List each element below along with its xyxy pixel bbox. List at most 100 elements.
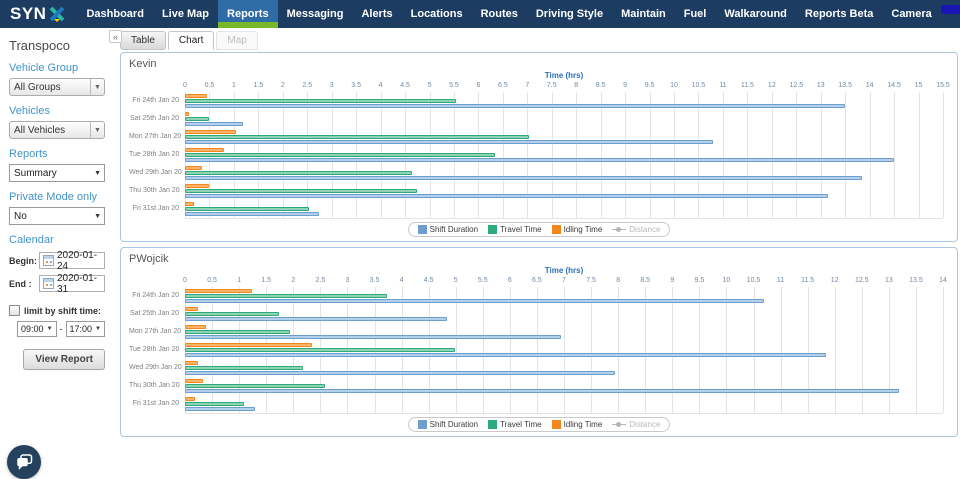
nav-item-walkaround[interactable]: Walkaround — [724, 8, 787, 20]
view-report-row: View Report — [9, 349, 105, 370]
chart-row: Wed 29th Jan 20 — [129, 164, 943, 182]
chevron-down-icon: ▼ — [94, 169, 101, 177]
legend-item-shift-duration[interactable]: Shift Duration — [417, 420, 479, 429]
legend-label: Idling Time — [563, 225, 603, 234]
x-tick-label: 9 — [623, 82, 628, 89]
shift-limit-checkbox[interactable] — [9, 305, 20, 316]
main-content: « Table Chart Map Kevin Time (hrs) 0 0.5 1 1.… — [109, 28, 960, 474]
legend-row: Shift Duration Travel Time Idling Time Dist… — [129, 222, 949, 237]
legend-swatch — [551, 225, 561, 234]
sidebar: Transpoco Vehicle Group All Groups ▼ Veh… — [0, 28, 112, 474]
vehicles-select[interactable]: All Vehicles ▼ — [9, 121, 105, 139]
bar-shift-duration — [185, 353, 826, 357]
legend-item-distance[interactable]: Distance — [612, 420, 660, 429]
legend-item-shift-duration[interactable]: Shift Duration — [417, 225, 478, 234]
nav-right — [940, 0, 960, 28]
bar-idling-time — [185, 184, 209, 188]
legend-item-distance[interactable]: Distance — [612, 225, 660, 234]
reports-select[interactable]: Summary ▼ — [9, 164, 105, 182]
x-tick-label: 0 — [183, 82, 187, 89]
bar-idling-time — [185, 130, 236, 134]
private-mode-select[interactable]: No ▼ — [9, 207, 105, 225]
bar-shift-duration — [185, 122, 244, 126]
x-axis: 0 0.5 1 1.5 2 2.5 3 3.5 4 4.5 5 5.5 6 6.5 7 7.5 8 8.5 9 9.5… — [183, 277, 947, 286]
legend-item-travel-time[interactable]: Travel Time — [488, 225, 542, 234]
bar-idling-time — [185, 289, 252, 293]
x-tick-label: 13 — [884, 277, 893, 284]
calendar-icon — [43, 255, 54, 266]
row-label: Fri 31st Jan 20 — [132, 400, 179, 407]
bar-idling-time — [185, 112, 190, 116]
chat-button[interactable] — [7, 445, 41, 479]
bar-shift-duration — [185, 299, 764, 303]
logo-text: SYN — [10, 4, 47, 23]
row-label: Wed 29th Jan 20 — [129, 364, 182, 371]
nav-item-camera[interactable]: Camera — [891, 8, 932, 20]
x-tick-label: 0 — [183, 277, 187, 284]
legend-item-idling-time[interactable]: Idling Time — [551, 420, 602, 429]
x-tick-label: 11 — [776, 277, 785, 284]
bar-idling-time — [185, 202, 195, 206]
x-tick-label: 4.5 — [400, 82, 410, 89]
row-label: Mon 27th Jan 20 — [129, 328, 182, 335]
shift-limit-row: limit by shift time: — [9, 305, 105, 316]
x-tick-label: 4 — [378, 82, 383, 89]
tab-chart[interactable]: Chart — [167, 31, 215, 50]
legend-label: Shift Duration — [429, 420, 479, 429]
nav-item-reports-beta[interactable]: Reports Beta — [804, 8, 874, 20]
vehicle-group-label: Vehicle Group — [9, 62, 79, 74]
chart-panel-kevin: Kevin Time (hrs) 0 0.5 1 1.5 2 2.5 3 3.5 4 4.5 5 5.5 6… — [120, 52, 958, 242]
bar-travel-time — [185, 189, 417, 193]
bar-travel-time — [185, 171, 412, 175]
x-axis: 0 0.5 1 1.5 2 2.5 3 3.5 4 4.5 5 5.5 6 6.5 7 7.5 8 8.5 9 9.5… — [183, 82, 950, 91]
user-menu-redacted[interactable] — [940, 5, 960, 14]
nav-item-routes[interactable]: Routes — [480, 8, 518, 20]
nav-item-locations[interactable]: Locations — [410, 8, 463, 20]
nav-item-driving-style[interactable]: Driving Style — [535, 8, 604, 20]
bar-idling-time — [185, 166, 202, 170]
vehicle-group-select[interactable]: All Groups ▼ — [9, 78, 105, 96]
end-date-row: End : 2020-01-31 — [9, 273, 105, 295]
begin-date-input[interactable]: 2020-01-24 — [39, 250, 105, 272]
x-tick-label: 15 — [914, 82, 923, 89]
chart-row: Tue 28th Jan 20 — [129, 146, 943, 164]
shift-end-select[interactable]: 17:00 ▼ — [65, 321, 105, 337]
bar-travel-time — [185, 366, 304, 370]
reports-label: Reports — [9, 148, 48, 160]
calendar-icon — [43, 278, 54, 289]
tab-table[interactable]: Table — [120, 31, 166, 50]
x-tick-label: 15.5 — [936, 82, 950, 89]
bar-shift-duration — [185, 317, 447, 321]
legend-swatch — [417, 225, 427, 234]
view-report-button[interactable]: View Report — [23, 349, 105, 370]
x-tick-label: 11.5 — [801, 277, 815, 284]
x-tick-label: 7 — [562, 277, 566, 284]
end-date-input[interactable]: 2020-01-31 — [39, 273, 105, 295]
x-tick-label: 3 — [345, 277, 350, 284]
x-tick-label: 5.5 — [449, 82, 459, 89]
nav-item-live-map[interactable]: Live Map — [161, 8, 210, 20]
x-tick-label: 4 — [399, 277, 404, 284]
nav-item-alerts[interactable]: Alerts — [361, 8, 393, 20]
nav-item-messaging[interactable]: Messaging — [286, 8, 344, 20]
x-tick-label: 1 — [237, 277, 242, 284]
legend-item-travel-time[interactable]: Travel Time — [488, 420, 542, 429]
bar-idling-time — [185, 307, 198, 311]
bar-travel-time — [185, 330, 290, 334]
tab-map[interactable]: Map — [216, 31, 258, 50]
x-tick-label: 2 — [280, 82, 285, 89]
x-tick-label: 1 — [231, 82, 236, 89]
nav-item-fuel[interactable]: Fuel — [683, 8, 707, 20]
nav-items: Dashboard Live Map Reports Messaging Alerts L… — [77, 0, 940, 28]
logo[interactable]: SYN — [0, 0, 77, 28]
legend-item-idling-time[interactable]: Idling Time — [551, 225, 603, 234]
x-tick-label: 10.5 — [691, 82, 706, 89]
shift-start-select[interactable]: 09:00 ▼ — [17, 321, 57, 337]
nav-item-dashboard[interactable]: Dashboard — [86, 8, 144, 20]
nav-item-reports[interactable]: Reports — [218, 0, 278, 28]
x-tick-label: 6 — [476, 82, 481, 89]
x-tick-label: 6 — [507, 277, 512, 284]
sidebar-collapse-button[interactable]: « — [109, 30, 122, 43]
vehicles-label: Vehicles — [9, 105, 50, 117]
nav-item-maintain[interactable]: Maintain — [621, 8, 666, 20]
